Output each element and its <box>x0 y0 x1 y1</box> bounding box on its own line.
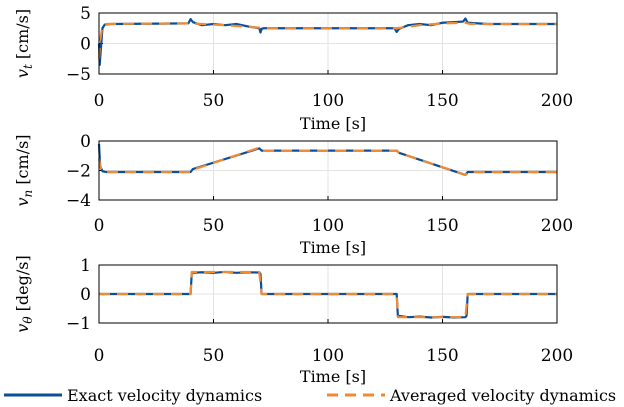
x-tick-label: 50 <box>203 91 225 111</box>
axes-frame <box>98 12 558 75</box>
subplot-2: 0 50 100 150 200 0 −2 −4 Time [s] vn [cm/s] <box>13 132 573 257</box>
y-axis-label: vθ [deg/s] <box>13 255 35 332</box>
y-axis-label-subscript: θ <box>21 316 35 324</box>
series-averaged-line <box>99 270 557 319</box>
x-tick-label: 100 <box>312 216 344 236</box>
y-tick-label: 0 <box>80 132 91 152</box>
axes-frame <box>98 140 558 201</box>
y-axis-label-variable: v <box>13 324 32 333</box>
y-axis-label-unit: [cm/s] <box>13 9 32 64</box>
series-averaged-line <box>97 146 557 177</box>
y-axis-label: vt [cm/s] <box>13 9 35 78</box>
x-tick-label: 50 <box>203 216 225 236</box>
x-axis-label: Time [s] <box>300 367 366 386</box>
y-axis-label-subscript: n <box>21 190 35 198</box>
y-axis-label-variable: v <box>13 69 32 78</box>
x-axis-label: Time [s] <box>300 114 366 133</box>
x-tick-label: 0 <box>94 346 105 366</box>
legend-averaged-label: Averaged velocity dynamics <box>389 386 616 405</box>
x-tick-label: 100 <box>312 346 344 366</box>
y-axis-label: vn [cm/s] <box>13 134 35 206</box>
y-tick-label: 0 <box>80 35 91 55</box>
x-tick-label: 50 <box>203 346 225 366</box>
x-tick-label: 150 <box>426 91 458 111</box>
legend-exact-label: Exact velocity dynamics <box>67 386 262 405</box>
y-tick-label: 0 <box>80 285 91 305</box>
x-axis-label: Time [s] <box>300 238 366 257</box>
x-tick-label: 0 <box>94 91 105 111</box>
y-tick-label: −5 <box>66 65 91 85</box>
y-axis-label-unit: [deg/s] <box>13 255 32 316</box>
y-tick-label: 5 <box>80 4 91 24</box>
x-tick-label: 100 <box>312 91 344 111</box>
y-tick-label: −1 <box>66 314 91 334</box>
y-tick-label: 1 <box>80 256 91 276</box>
y-tick-label: −2 <box>66 162 91 182</box>
legend: Exact velocity dynamics Averaged velocit… <box>4 386 616 405</box>
y-axis-label-unit: [cm/s] <box>13 134 32 189</box>
x-tick-label: 200 <box>541 91 573 111</box>
series-exact-line <box>97 143 557 177</box>
y-axis-label-subscript: t <box>21 64 35 69</box>
x-tick-label: 200 <box>541 216 573 236</box>
x-tick-label: 0 <box>94 216 105 236</box>
x-tick-label: 150 <box>426 346 458 366</box>
x-tick-label: 200 <box>541 346 573 366</box>
y-axis-label-variable: v <box>13 198 32 207</box>
axes-frame <box>98 264 558 324</box>
y-tick-label: −4 <box>66 191 91 211</box>
x-tick-label: 150 <box>426 216 458 236</box>
